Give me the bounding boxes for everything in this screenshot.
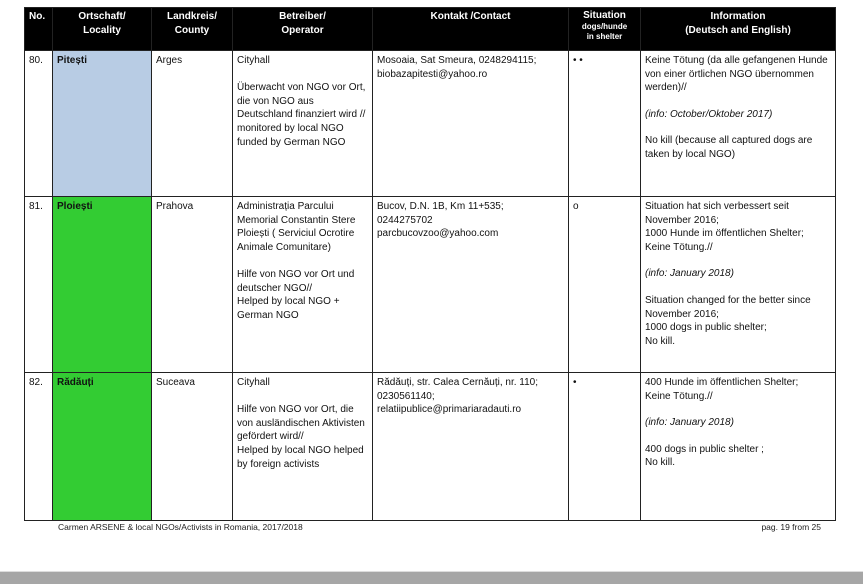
- header-operator: Betreiber/ Operator: [232, 7, 373, 51]
- contact-cell: Bucov, D.N. 1B, Km 11+535; 0244275702 pa…: [372, 196, 569, 373]
- county-cell: Suceava: [151, 372, 233, 521]
- contact-cell: Mosoaia, Sat Smeura, 0248294115; biobaza…: [372, 50, 569, 197]
- information-cell: Keine Tötung (da alle gefangenen Hunde v…: [640, 50, 836, 197]
- county-cell: Arges: [151, 50, 233, 197]
- info-german: 400 Hunde im öffentlichen Shelter; Keine…: [645, 377, 799, 402]
- locality-cell: Ploiești: [52, 196, 152, 373]
- shelter-table: No. Ortschaft/ Locality Landkreis/ Count…: [24, 7, 836, 521]
- header-information: Information (Deutsch and English): [640, 7, 836, 51]
- header-situation-title: Situation: [583, 10, 626, 21]
- row-number: 81.: [24, 196, 53, 373]
- operator-cell: Administrația Parcului Memorial Constant…: [232, 196, 373, 373]
- information-cell: 400 Hunde im öffentlichen Shelter; Keine…: [640, 372, 836, 521]
- page-separator: [0, 571, 863, 584]
- situation-cell: o: [568, 196, 641, 373]
- header-no: No.: [24, 7, 53, 51]
- table-row: 82. Rădăuți Suceava Cityhall Hilfe von NGO …: [24, 372, 836, 521]
- situation-cell: •: [568, 372, 641, 521]
- locality-cell: Rădăuți: [52, 372, 152, 521]
- header-county: Landkreis/ County: [151, 7, 233, 51]
- table-row: 81. Ploiești Prahova Administrația Parcului…: [24, 196, 836, 373]
- locality-cell: Pitești: [52, 50, 152, 197]
- row-number: 82.: [24, 372, 53, 521]
- info-english: Situation changed for the better since N…: [645, 294, 811, 347]
- table-row: 80. Pitești Arges Cityhall Überwacht von NG…: [24, 50, 836, 197]
- header-situation-sub: dogs/hunde in shelter: [581, 22, 628, 41]
- header-locality: Ortschaft/ Locality: [52, 7, 152, 51]
- info-english: 400 dogs in public shelter ; No kill.: [645, 443, 764, 469]
- operator-cell: Cityhall Überwacht von NGO vor Ort, die …: [232, 50, 373, 197]
- header-situation: Situation dogs/hunde in shelter: [568, 7, 641, 51]
- info-german: Situation hat sich verbessert seit Novem…: [645, 201, 804, 253]
- info-english: No kill (because all captured dogs are t…: [645, 135, 813, 160]
- info-date: (info: January 2018): [645, 417, 734, 429]
- info-date: (info: January 2018): [645, 268, 734, 280]
- contact-cell: Rădăuți, str. Calea Cernăuți, nr. 110; 0…: [372, 372, 569, 521]
- info-date: (info: October/Oktober 2017): [645, 108, 773, 120]
- county-cell: Prahova: [151, 196, 233, 373]
- information-cell: Situation hat sich verbessert seit Novem…: [640, 196, 836, 373]
- row-number: 80.: [24, 50, 53, 197]
- info-german: Keine Tötung (da alle gefangenen Hunde v…: [645, 55, 828, 94]
- operator-cell: Cityhall Hilfe von NGO vor Ort, die von …: [232, 372, 373, 521]
- header-row: No. Ortschaft/ Locality Landkreis/ Count…: [24, 7, 836, 51]
- footer-page-number: pag. 19 from 25: [761, 522, 821, 532]
- situation-cell: • •: [568, 50, 641, 197]
- header-contact: Kontakt /Contact: [372, 7, 569, 51]
- footer-author: Carmen ARSENE & local NGOs/Activists in …: [58, 522, 303, 532]
